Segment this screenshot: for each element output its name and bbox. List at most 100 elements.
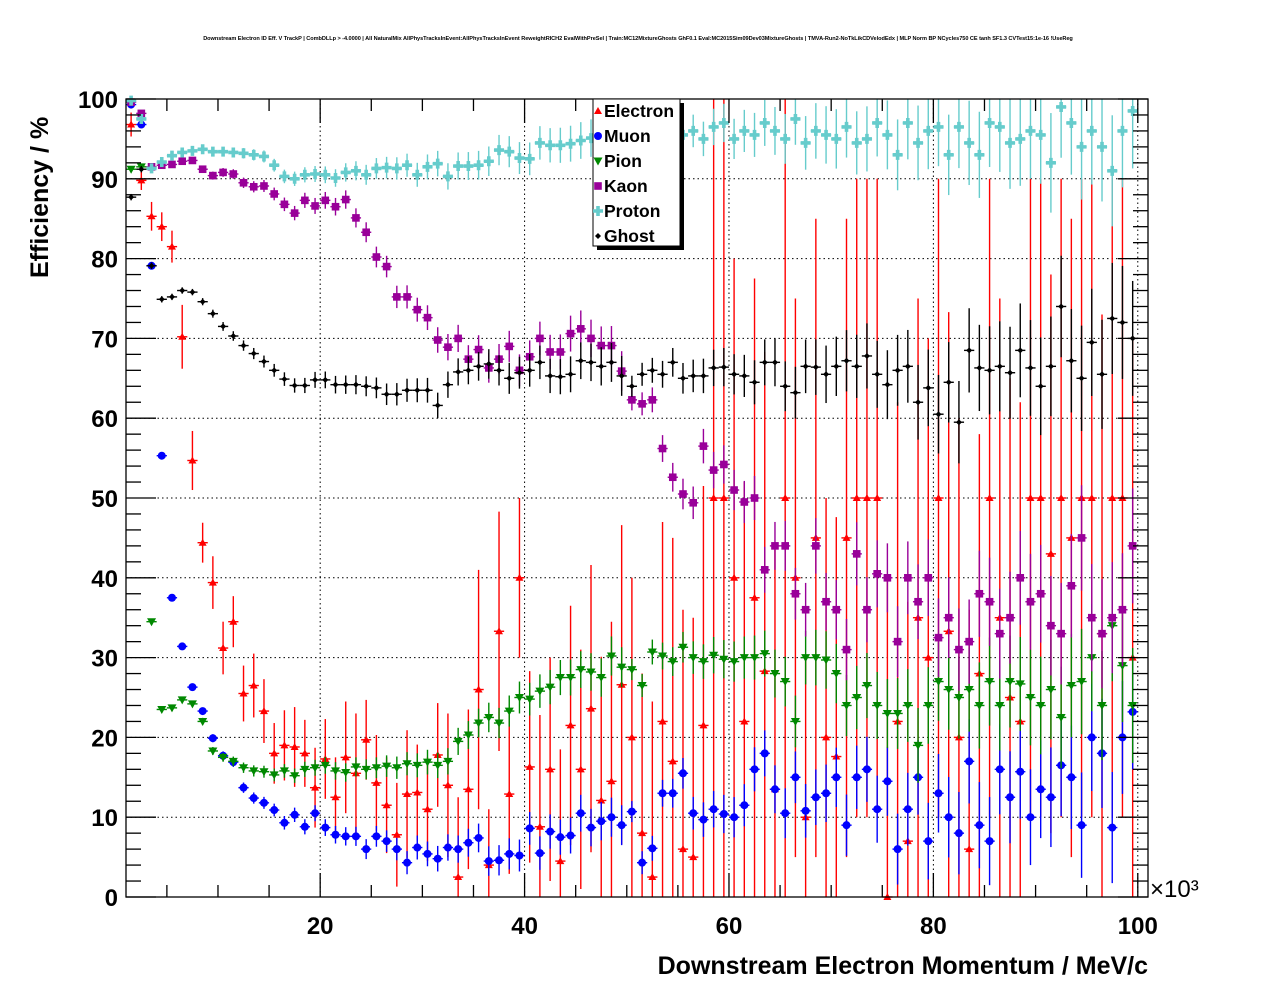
marker-diamond — [424, 387, 431, 394]
data-point — [299, 192, 310, 208]
data-point — [964, 308, 975, 393]
data-point — [228, 596, 239, 648]
marker-diamond — [833, 363, 840, 370]
data-point — [1066, 725, 1077, 830]
marker-cross — [575, 135, 586, 146]
x-tick-label: 80 — [920, 913, 947, 940]
marker-circle — [740, 801, 749, 810]
marker-triangle-up — [934, 494, 943, 501]
data-point — [228, 331, 239, 341]
marker-diamond — [812, 364, 819, 371]
marker-triangle-down — [402, 760, 412, 769]
data-point — [330, 375, 341, 394]
marker-cross — [156, 157, 167, 168]
marker-cross — [320, 169, 331, 180]
marker-diamond — [557, 373, 564, 380]
marker-cross — [361, 169, 372, 180]
data-point — [974, 111, 985, 198]
marker-triangle-up — [985, 494, 994, 501]
marker-square — [301, 196, 309, 205]
data-point — [831, 580, 842, 640]
data-point — [126, 95, 137, 106]
marker-square — [781, 542, 789, 550]
marker-cross — [821, 129, 832, 140]
marker-diamond — [1109, 315, 1116, 322]
marker-circle — [403, 858, 412, 867]
y-axis-title: Efficiency / % — [26, 117, 54, 278]
marker-triangle-up — [648, 873, 657, 881]
marker-circle — [454, 845, 463, 854]
data-point — [902, 601, 913, 897]
marker-cross — [994, 121, 1005, 132]
data-point — [841, 218, 852, 858]
marker-cross — [279, 171, 290, 182]
marker-triangle-down — [852, 694, 862, 702]
marker-triangle-up — [219, 644, 228, 652]
data-point — [473, 569, 484, 810]
marker-triangle-down — [392, 764, 402, 773]
data-point — [831, 517, 842, 897]
marker-diamond — [1007, 369, 1014, 376]
data-point — [432, 150, 443, 177]
marker-square — [311, 202, 319, 210]
data-point — [800, 339, 811, 394]
marker-square — [566, 329, 575, 338]
x-multiplier-label: ×10³ — [1150, 876, 1199, 903]
data-point — [514, 839, 525, 872]
data-point — [401, 851, 413, 875]
data-point — [657, 521, 668, 897]
marker-diamond — [628, 383, 635, 390]
marker-circle — [362, 845, 371, 854]
marker-square — [965, 637, 973, 646]
data-point — [371, 825, 382, 847]
marker-triangle-down — [668, 658, 678, 667]
marker-circle — [474, 833, 483, 842]
data-point — [1015, 530, 1026, 625]
marker-circle — [781, 809, 790, 818]
marker-diamond — [322, 376, 329, 383]
series-ghost — [126, 166, 1138, 464]
marker-triangle-down — [422, 758, 432, 767]
data-point — [248, 653, 259, 718]
marker-diamond — [179, 287, 186, 294]
data-point — [238, 762, 249, 773]
data-point — [585, 808, 597, 847]
marker-circle — [351, 832, 360, 841]
data-point — [330, 762, 341, 780]
data-point — [258, 179, 270, 192]
y-tick-label: 50 — [91, 486, 118, 513]
marker-diamond — [281, 376, 288, 383]
data-point — [964, 719, 975, 804]
data-point — [269, 158, 280, 172]
marker-square — [239, 178, 248, 187]
data-point — [555, 127, 566, 163]
data-point — [340, 827, 351, 846]
marker-circle — [535, 849, 544, 858]
marker-triangle-up — [862, 494, 871, 501]
data-point — [381, 255, 392, 278]
data-point — [555, 359, 566, 395]
marker-square — [270, 190, 278, 198]
marker-diamond — [1037, 383, 1044, 390]
marker-square — [249, 182, 258, 191]
marker-triangle-down — [1005, 678, 1015, 687]
marker-circle — [382, 837, 391, 846]
data-point — [790, 567, 801, 620]
data-point — [545, 358, 556, 394]
marker-square — [648, 396, 657, 404]
marker-circle — [842, 821, 851, 830]
marker-square — [423, 313, 432, 322]
data-point — [565, 659, 576, 696]
data-point — [1086, 288, 1097, 397]
data-point — [534, 674, 546, 708]
marker-triangle-down — [678, 643, 688, 652]
marker-cross — [800, 137, 811, 148]
marker-square — [873, 570, 881, 578]
marker-square — [832, 605, 841, 614]
data-point — [177, 287, 188, 294]
data-point — [320, 166, 331, 184]
data-point — [851, 665, 862, 730]
marker-cross — [524, 153, 535, 164]
marker-diamond — [976, 364, 983, 371]
data-point — [391, 756, 402, 779]
